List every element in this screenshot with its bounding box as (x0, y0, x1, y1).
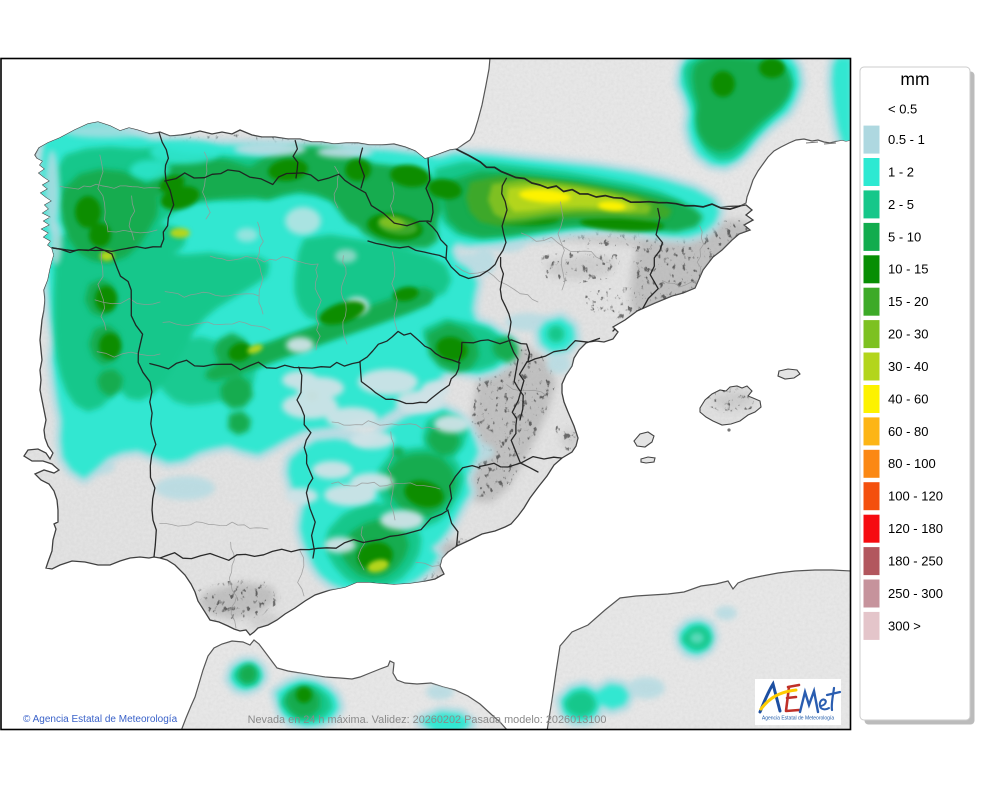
svg-text:80 - 100: 80 - 100 (888, 456, 936, 471)
svg-text:Agencia Estatal de Meteorologí: Agencia Estatal de Meteorología (762, 716, 834, 722)
svg-text:mm: mm (900, 69, 929, 89)
svg-text:10 - 15: 10 - 15 (888, 262, 928, 277)
svg-text:15 - 20: 15 - 20 (888, 294, 928, 309)
svg-text:1 - 2: 1 - 2 (888, 164, 914, 179)
svg-text:20 - 30: 20 - 30 (888, 327, 928, 342)
svg-text:30 - 40: 30 - 40 (888, 359, 928, 374)
svg-text:© Agencia Estatal de Meteorolo: © Agencia Estatal de Meteorología (23, 714, 178, 725)
svg-text:250 - 300: 250 - 300 (888, 586, 943, 601)
svg-text:60 - 80: 60 - 80 (888, 424, 928, 439)
svg-text:40 - 60: 40 - 60 (888, 391, 928, 406)
svg-text:< 0.5: < 0.5 (888, 102, 917, 117)
svg-text:5 - 10: 5 - 10 (888, 229, 921, 244)
svg-text:2 - 5: 2 - 5 (888, 197, 914, 212)
svg-text:120 - 180: 120 - 180 (888, 521, 943, 536)
svg-text:300 >: 300 > (888, 618, 921, 633)
svg-text:100 - 120: 100 - 120 (888, 489, 943, 504)
svg-text:Nevada en 24 h máxima. Validez: Nevada en 24 h máxima. Validez: 20260202… (248, 714, 607, 726)
svg-text:180 - 250: 180 - 250 (888, 554, 943, 569)
svg-text:0.5 - 1: 0.5 - 1 (888, 132, 925, 147)
